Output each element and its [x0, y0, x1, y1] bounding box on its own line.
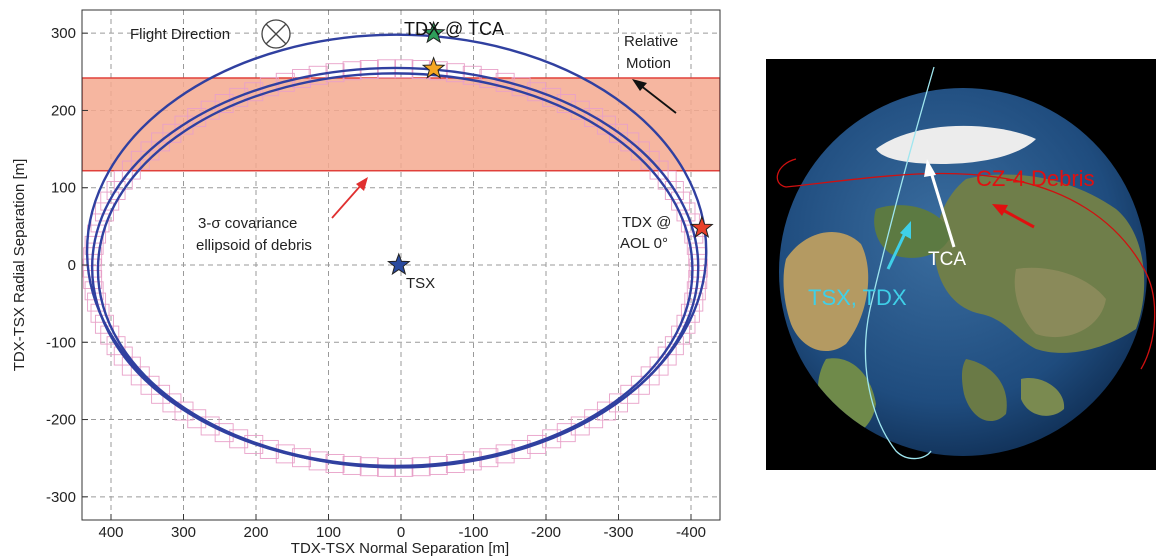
star-marker [387, 252, 411, 276]
covariance-marker [121, 356, 141, 376]
satellite-direction-arrow [886, 221, 911, 270]
tsx-label: TSX [406, 275, 435, 292]
star-markers [387, 20, 714, 276]
covariance-marker [680, 303, 700, 323]
flight-direction-label: Flight Direction [130, 26, 230, 43]
covariance-marker [187, 409, 207, 429]
x-tick-label: 0 [397, 524, 405, 541]
covariance-marker [570, 416, 590, 436]
covariance-marker [244, 82, 264, 102]
y-tick-label: 100 [51, 180, 76, 197]
orbit-ellipses [85, 33, 708, 469]
tdx-tca-label: TDX @ TCA [404, 19, 504, 39]
covariance-marker [292, 69, 312, 88]
satellite-label: TSX, TDX [808, 285, 907, 310]
covariance-label-1: 3-σ covariance [198, 215, 297, 232]
y-tick-label: 300 [51, 25, 76, 42]
y-tick-label: -100 [46, 334, 76, 351]
flight-direction-icon [261, 19, 291, 49]
covariance-marker [542, 87, 562, 107]
covariance-marker [676, 314, 696, 334]
x-tick-label: -200 [531, 524, 561, 541]
covariance-marker [94, 202, 114, 222]
covariance-label-2: ellipsoid of debris [196, 237, 312, 254]
covariance-marker [259, 77, 279, 97]
debris-direction-arrow [992, 204, 1035, 229]
covariance-marker [609, 393, 628, 413]
star-marker [421, 20, 446, 44]
covariance-marker [106, 181, 126, 200]
y-tick-label: 200 [51, 102, 76, 119]
tca-label: TCA [928, 249, 966, 270]
x-tick-label: 400 [98, 524, 123, 541]
covariance-marker [90, 303, 110, 323]
covariance-marker [495, 72, 515, 92]
x-tick-label: 300 [171, 524, 196, 541]
covariance-marker [671, 191, 691, 211]
debris-label: CZ-4 Debris [976, 166, 1095, 191]
covariance-marker [200, 416, 220, 436]
covariance-marker [174, 401, 194, 421]
covariance-marker [511, 77, 531, 97]
covariance-marker [596, 401, 616, 421]
x-axis-label: TDX-TSX Normal Separation [m] [291, 540, 509, 557]
covariance-marker [90, 213, 110, 233]
covariance-marker [584, 409, 604, 429]
relative-motion-label-1: Relative [624, 33, 678, 50]
star-marker [690, 215, 714, 238]
tdx-aol-label-1: TDX @ [622, 214, 671, 231]
tdx-aol-label-2: AOL 0° [620, 235, 668, 252]
x-tick-label: -400 [676, 524, 706, 541]
relative-motion-label-2: Motion [626, 55, 671, 72]
relative-motion-arrow [632, 79, 677, 114]
satellite-orbit [864, 66, 935, 460]
y-axis-label: TDX-TSX Radial Separation [m] [11, 159, 28, 372]
x-tick-label: -300 [603, 524, 633, 541]
covariance-marker [94, 314, 114, 334]
covariance-marker [664, 181, 684, 200]
y-tick-label: -300 [46, 489, 76, 506]
star-marker [421, 56, 446, 79]
covariance-marker [214, 423, 234, 443]
covariance-marker [556, 94, 576, 113]
covariance-marker [527, 82, 547, 102]
relative-motion-chart: 400 300 200 100 0 -100 -200 -300 -400 300 200 100 0 -… [11, 9, 721, 557]
covariance-marker [214, 94, 234, 113]
y-tick-label: 0 [68, 257, 76, 274]
globe-illustration: CZ-4 Debris TCA TSX, TDX [766, 59, 1156, 470]
covariance-marker [556, 423, 576, 443]
covariance-arrow [331, 177, 368, 219]
x-tick-label: 100 [316, 524, 341, 541]
x-tick-label: -100 [458, 524, 488, 541]
tca-arrow [924, 159, 956, 248]
orbit-ellipse [96, 72, 694, 468]
covariance-marker [100, 191, 120, 211]
covariance-marker [87, 292, 107, 312]
covariance-marker [676, 202, 696, 222]
y-tick-label: -200 [46, 412, 76, 429]
covariance-marker [84, 235, 104, 255]
covariance-marker [275, 72, 295, 92]
debris-orbit [776, 158, 1156, 370]
covariance-marker [229, 87, 249, 107]
covariance-marker [479, 69, 499, 88]
axis-ticks: 400 300 200 100 0 -100 -200 -300 -400 300 200 100 0 -… [46, 25, 706, 541]
x-tick-label: 200 [243, 524, 268, 541]
